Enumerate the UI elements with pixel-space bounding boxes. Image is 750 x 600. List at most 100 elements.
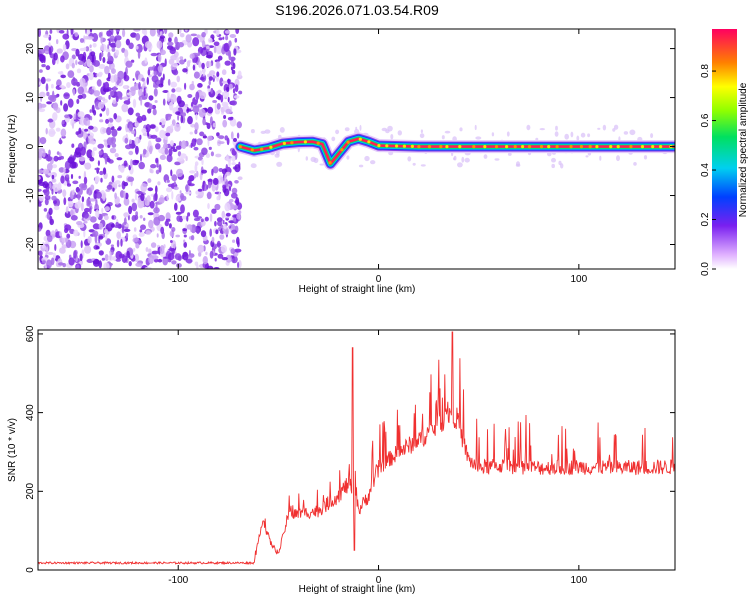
noise-blob — [184, 29, 188, 32]
noise-blob — [99, 170, 104, 176]
x-tick-label: -100 — [168, 575, 188, 586]
noise-blob — [221, 80, 228, 84]
noise-blob — [111, 175, 115, 183]
noise-blob — [225, 171, 231, 176]
ridge-peak — [651, 145, 655, 149]
halo-blob — [516, 161, 520, 167]
halo-blob — [643, 155, 648, 160]
ridge-peak — [367, 140, 371, 144]
noise-blob — [196, 228, 200, 235]
noise-blob — [151, 255, 159, 260]
noise-blob — [187, 116, 193, 125]
halo-blob — [535, 137, 539, 141]
noise-blob — [63, 103, 69, 112]
noise-blob — [98, 235, 104, 240]
noise-blob — [51, 174, 55, 180]
noise-blob — [140, 224, 146, 230]
noise-blob — [47, 251, 54, 255]
noise-blob — [214, 203, 221, 211]
halo-blob — [623, 131, 629, 135]
noise-blob — [140, 96, 143, 106]
bottom-y-axis-label: SNR (10 * v/v) — [7, 418, 18, 482]
noise-blob — [46, 91, 50, 97]
noise-blob — [56, 151, 60, 156]
noise-blob — [176, 168, 184, 178]
ridge-peak — [238, 145, 242, 149]
noise-blob — [109, 251, 112, 261]
noise-blob — [83, 228, 86, 238]
noise-blob — [75, 48, 80, 57]
noise-blob — [89, 207, 92, 215]
noise-blob — [139, 229, 143, 233]
noise-blob — [87, 236, 92, 244]
noise-blob — [38, 176, 41, 180]
noise-blob — [170, 240, 173, 243]
noise-blob — [231, 229, 238, 235]
noise-blob — [134, 137, 139, 146]
noise-blob — [38, 188, 42, 192]
noise-blob — [157, 214, 165, 222]
noise-blob — [199, 91, 207, 100]
noise-blob — [176, 215, 182, 222]
noise-blob — [138, 161, 145, 170]
noise-blob — [62, 189, 67, 198]
noise-blob — [60, 175, 65, 184]
noise-blob — [185, 258, 193, 264]
noise-blob — [233, 48, 237, 56]
noise-blob — [171, 260, 177, 265]
noise-blob — [202, 256, 208, 265]
noise-blob — [70, 215, 78, 221]
noise-blob — [229, 198, 234, 203]
halo-blob — [483, 154, 488, 159]
noise-blob — [134, 193, 138, 201]
noise-blob — [171, 174, 178, 182]
noise-blob — [205, 60, 212, 68]
bottom-y-axis: 0 200 400 600 — [25, 325, 675, 573]
halo-blob — [560, 163, 564, 169]
noise-blob — [71, 54, 76, 60]
ridge-peak — [483, 145, 487, 149]
noise-blob — [193, 146, 199, 151]
noise-blob — [179, 190, 182, 194]
noise-blob — [38, 108, 46, 113]
noise-blob — [199, 131, 205, 137]
noise-blob — [175, 111, 181, 115]
noise-blob — [202, 182, 205, 191]
noise-blob — [114, 225, 120, 228]
noise-blob — [59, 247, 66, 254]
noise-blob — [91, 150, 95, 157]
halo-blob — [344, 127, 350, 132]
noise-blob — [202, 69, 206, 77]
noise-blob — [144, 197, 148, 205]
noise-blob — [74, 32, 79, 37]
noise-blob — [168, 148, 173, 157]
noise-blob — [234, 248, 242, 253]
halo-blob — [576, 135, 580, 142]
noise-blob — [236, 236, 240, 245]
noise-blob — [140, 153, 142, 162]
halo-blob — [407, 156, 412, 162]
halo-blob — [444, 130, 451, 134]
noise-blob — [108, 118, 114, 123]
noise-blob — [145, 247, 149, 252]
noise-blob — [237, 70, 242, 78]
noise-blob — [183, 241, 187, 248]
noise-blob — [200, 218, 204, 223]
noise-blob — [111, 68, 116, 74]
noise-blob — [94, 167, 100, 171]
noise-blob — [102, 97, 106, 102]
noise-blob — [208, 45, 215, 48]
noise-blob — [67, 157, 75, 164]
noise-blob — [125, 192, 129, 200]
noise-blob — [39, 91, 46, 98]
noise-blob — [150, 169, 154, 174]
noise-blob — [162, 73, 165, 81]
noise-blob — [91, 32, 99, 42]
noise-blob — [126, 250, 130, 258]
noise-blob — [134, 253, 139, 263]
noise-blob — [164, 29, 168, 35]
noise-blob — [226, 86, 230, 93]
halo-blob — [494, 158, 500, 161]
noise-blob — [186, 60, 191, 67]
noise-blob — [83, 212, 89, 219]
